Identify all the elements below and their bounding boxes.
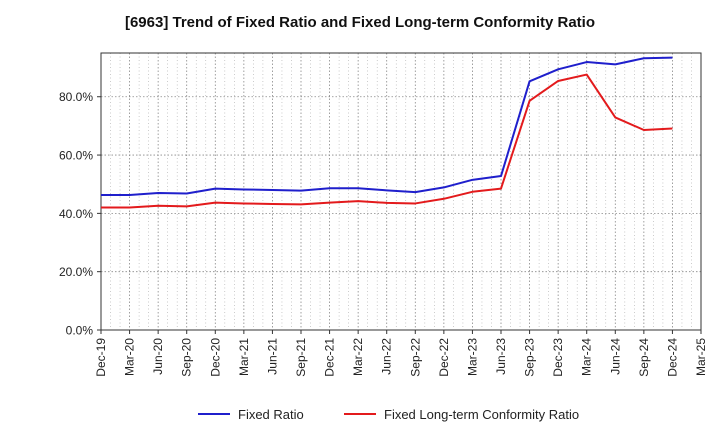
axes-layer: 0.0% 20.0% 40.0% 60.0% 80.0% Dec-19 Mar-20 Jun-… [59,52,708,377]
x-tick-label: Mar-24 [580,338,594,376]
x-tick-label: Sep-21 [294,338,308,377]
x-tick-label: Dec-20 [208,338,222,377]
x-tick-label: Sep-22 [408,338,422,377]
x-tick-label: Sep-24 [637,338,651,377]
x-tick-label: Mar-22 [351,338,365,376]
y-tick-label: 40.0% [59,207,93,221]
x-tick-label: Dec-24 [665,338,679,377]
y-tick-label: 60.0% [59,149,93,163]
x-tick-label: Jun-23 [494,338,508,375]
x-tick-label: Jun-22 [380,338,394,375]
x-tick-label: Dec-21 [323,338,337,377]
plot-frame [100,52,702,331]
x-tick-label: Sep-20 [180,338,194,377]
x-tick-label: Jun-20 [151,338,165,375]
x-tick-label: Mar-25 [694,338,708,376]
x-tick-label: Mar-20 [123,338,137,376]
x-tick-label: Sep-23 [523,338,537,377]
y-tick-label: 80.0% [59,90,93,104]
x-tick-label: Jun-24 [608,338,622,375]
legend-item-fixed-ratio: Fixed Ratio [198,407,304,422]
x-tick-label: Dec-23 [551,338,565,377]
legend-label: Fixed Ratio [238,407,304,422]
legend-label: Fixed Long-term Conformity Ratio [384,407,579,422]
y-tick-label: 20.0% [59,265,93,279]
y-tick-label: 0.0% [66,324,94,338]
series-line-fixed-long-term-conformity-ratio [101,73,673,209]
x-tick-label: Mar-21 [237,338,251,376]
x-tick-label: Mar-23 [465,338,479,376]
x-tick-label: Dec-22 [437,338,451,377]
x-tick-label: Jun-21 [265,338,279,375]
series-line-fixed-ratio [101,56,673,196]
legend: Fixed Ratio Fixed Long-term Conformity Ra… [198,407,579,422]
x-tick-label: Dec-19 [94,338,108,377]
legend-item-fixed-long-term-conformity-ratio: Fixed Long-term Conformity Ratio [344,407,579,422]
series-layer [101,56,673,209]
chart-title: [6963] Trend of Fixed Ratio and Fixed Lo… [124,14,596,31]
